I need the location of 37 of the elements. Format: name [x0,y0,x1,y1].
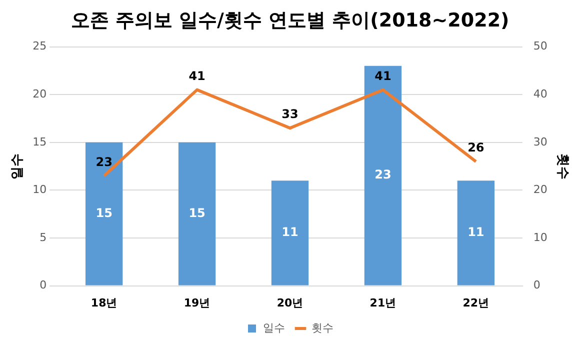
y2-tick-label: 30 [533,135,548,148]
data-label: 23 [96,154,112,169]
bar [85,142,123,286]
data-label: 41 [374,68,392,83]
y2-tick-label: 20 [533,183,548,196]
x-tick-label: 19년 [184,296,210,310]
y2-tick-label: 40 [533,87,548,100]
y-tick-label: 5 [40,230,47,244]
bar [271,180,309,286]
y-tick-label: 15 [32,135,47,148]
y-tick-label: 0 [40,278,47,292]
data-label: 15 [188,206,206,220]
x-tick-label: 22년 [462,296,490,310]
bar [457,180,495,286]
x-tick-label: 20년 [276,296,304,310]
y-tick-label: 10 [32,183,47,196]
y2-tick-label: 0 [533,278,540,292]
data-label: 11 [468,225,484,240]
data-label: 11 [282,225,298,240]
legend-label: 횟수 [312,321,334,334]
data-label: 15 [96,206,112,220]
legend-label: 일수 [263,321,285,334]
bar [178,142,216,286]
y2-axis-title: 횟수 [554,153,570,180]
data-label: 41 [188,68,206,83]
data-label: 33 [282,107,298,122]
y-axis-title: 일수 [10,153,26,180]
y2-tick-label: 50 [533,40,548,53]
y-tick-label: 25 [32,40,47,53]
bar [364,66,402,286]
x-tick-label: 21년 [370,296,396,310]
y-tick-label: 20 [32,87,47,100]
chart-title: 오존 주의보 일수/횟수 연도별 추이(2018~2022) [70,9,510,32]
y2-tick-label: 10 [533,230,548,244]
x-tick-label: 18년 [90,296,118,310]
data-label: 26 [468,140,484,155]
data-label: 23 [374,168,392,182]
